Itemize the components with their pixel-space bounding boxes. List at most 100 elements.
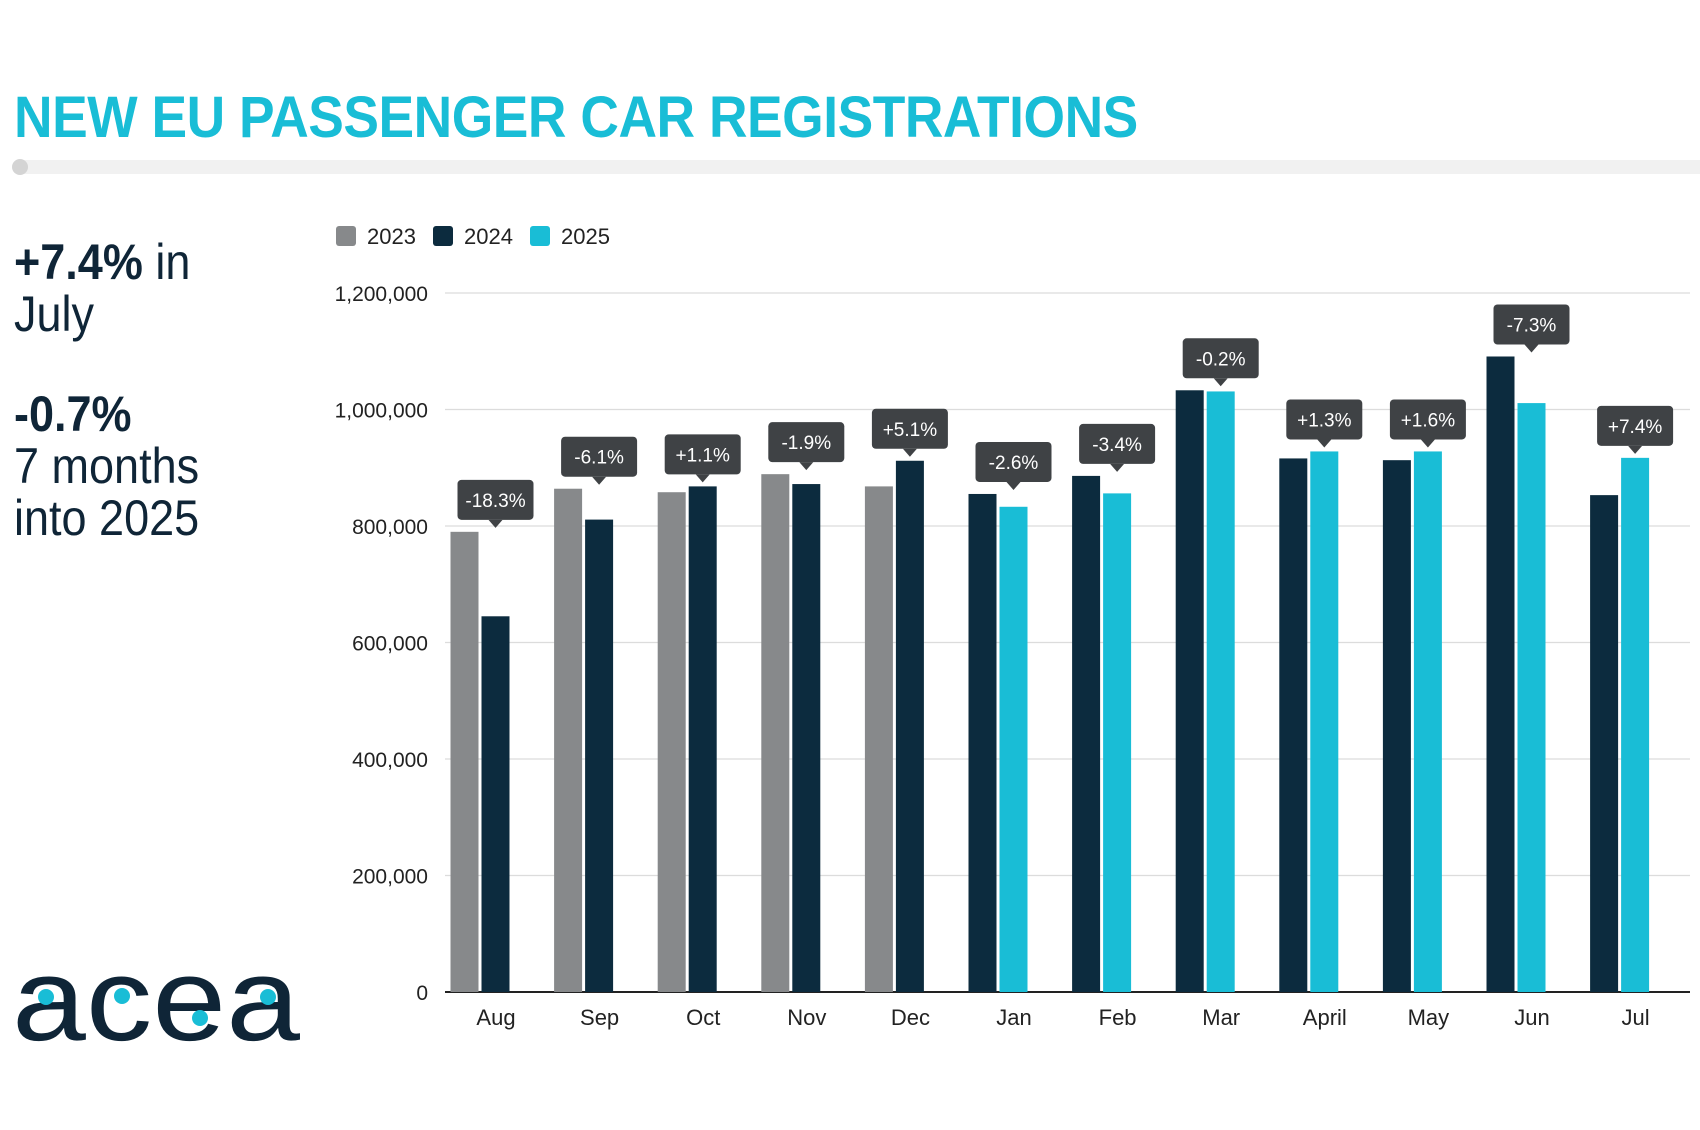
july-change-value: +7.4%: [14, 234, 143, 290]
callout-box: [561, 436, 638, 477]
callout-box: [1493, 304, 1570, 345]
callout-pointer: [695, 474, 710, 483]
bar-2025-Jul: [1621, 457, 1650, 992]
legend-swatch-2023: [336, 226, 356, 246]
ytd-label-line1: 7 months: [14, 438, 200, 494]
bar-2025-Feb: [1103, 493, 1132, 992]
data-label: -6.1%: [574, 448, 624, 469]
logo-dot-3: [192, 1010, 208, 1026]
callout-pointer: [799, 462, 814, 471]
ytd-stat: -0.7% 7 months into 2025: [14, 388, 199, 544]
data-label: -18.3%: [465, 491, 525, 512]
data-label: -0.2%: [1196, 349, 1246, 370]
bar-2025-Jan: [999, 506, 1028, 992]
y-tick-label: 200,000: [352, 866, 428, 889]
x-tick-label: Jun: [1514, 1005, 1549, 1030]
acea-logo: acea: [10, 934, 310, 1066]
x-tick-label: Mar: [1202, 1005, 1240, 1030]
y-tick-label: 400,000: [352, 749, 428, 772]
july-change-text: in: [142, 234, 191, 290]
callout-pointer: [1524, 344, 1539, 353]
callout-box: [975, 441, 1052, 482]
bar-2024-Jul: [1590, 495, 1619, 992]
bar-2023-Aug: [450, 531, 479, 992]
x-tick-label: Aug: [476, 1005, 515, 1030]
x-tick-label: Jul: [1622, 1005, 1650, 1030]
bar-2024-Dec: [895, 460, 924, 992]
ytd-label-line2: into 2025: [14, 490, 200, 546]
divider-dot: [12, 159, 28, 175]
bar-2024-Sep: [585, 519, 614, 992]
data-label: -3.4%: [1092, 435, 1142, 456]
data-label: +1.1%: [675, 445, 730, 466]
callout-box: [768, 422, 845, 463]
callout-box: [1182, 338, 1259, 379]
callout-pointer: [1420, 439, 1435, 448]
title-divider: [14, 160, 1700, 174]
logo-dot-2: [114, 988, 130, 1004]
bar-2024-Aug: [481, 616, 510, 992]
callout-pointer: [1213, 378, 1228, 387]
callout-pointer: [592, 476, 607, 485]
bar-2024-May: [1382, 460, 1411, 992]
legend-label-2025: 2025: [561, 224, 610, 249]
acea-logo-text: acea: [12, 940, 300, 1060]
bar-2023-Nov: [761, 474, 790, 993]
bar-2025-April: [1310, 451, 1339, 992]
y-tick-label: 1,000,000: [335, 400, 428, 423]
acea-logo-mark: acea: [12, 934, 300, 1066]
x-tick-label: May: [1408, 1005, 1450, 1030]
legend-label-2024: 2024: [464, 224, 513, 249]
x-tick-label: April: [1303, 1005, 1347, 1030]
legend-label-2023: 2023: [367, 224, 416, 249]
callout-box: [1389, 399, 1466, 440]
bar-2023-Dec: [864, 486, 893, 992]
callout-box: [1286, 399, 1363, 440]
data-label: +1.3%: [1297, 410, 1352, 431]
bar-2024-Jun: [1486, 356, 1515, 992]
x-tick-label: Dec: [891, 1005, 930, 1030]
bar-2023-Oct: [657, 492, 686, 992]
callout-box: [1597, 405, 1674, 446]
x-tick-label: Nov: [787, 1005, 826, 1030]
bar-2024-April: [1279, 458, 1308, 992]
july-change-label: July: [14, 286, 95, 342]
bar-2024-Nov: [792, 484, 821, 992]
y-tick-label: 0: [416, 982, 428, 1005]
callout-pointer: [1006, 481, 1021, 490]
callout-box: [1079, 423, 1156, 464]
bar-2023-Sep: [554, 488, 583, 992]
callout-pointer: [1110, 463, 1125, 472]
bar-2024-Feb: [1072, 475, 1101, 992]
callout-pointer: [1628, 445, 1643, 454]
data-label: -7.3%: [1507, 315, 1557, 336]
bar-2025-Mar: [1206, 391, 1235, 992]
callout-box: [871, 408, 948, 449]
july-stat: +7.4% in July: [14, 236, 190, 340]
legend-swatch-2024: [433, 226, 453, 246]
bar-2024-Mar: [1175, 390, 1204, 993]
page-title: NEW EU PASSENGER CAR REGISTRATIONS: [14, 85, 1138, 150]
data-label: -1.9%: [781, 433, 831, 454]
y-tick-label: 1,200,000: [335, 283, 428, 306]
bar-2024-Oct: [688, 486, 717, 992]
legend-swatch-2025: [530, 226, 550, 246]
y-tick-label: 800,000: [352, 516, 428, 539]
y-tick-label: 600,000: [352, 633, 428, 656]
bar-2025-May: [1413, 451, 1442, 992]
data-label: +7.4%: [1608, 417, 1663, 438]
x-tick-label: Feb: [1099, 1005, 1137, 1030]
bar-2024-Jan: [968, 493, 997, 992]
callout-pointer: [902, 448, 917, 457]
data-label: -2.6%: [989, 453, 1039, 474]
callout-pointer: [1317, 439, 1332, 448]
x-tick-label: Oct: [686, 1005, 720, 1030]
x-tick-label: Jan: [996, 1005, 1031, 1030]
callout-box: [664, 434, 741, 475]
ytd-change-value: -0.7%: [14, 386, 132, 442]
bar-2025-Jun: [1517, 403, 1546, 992]
data-label: +5.1%: [883, 420, 938, 441]
callout-pointer: [488, 519, 503, 528]
